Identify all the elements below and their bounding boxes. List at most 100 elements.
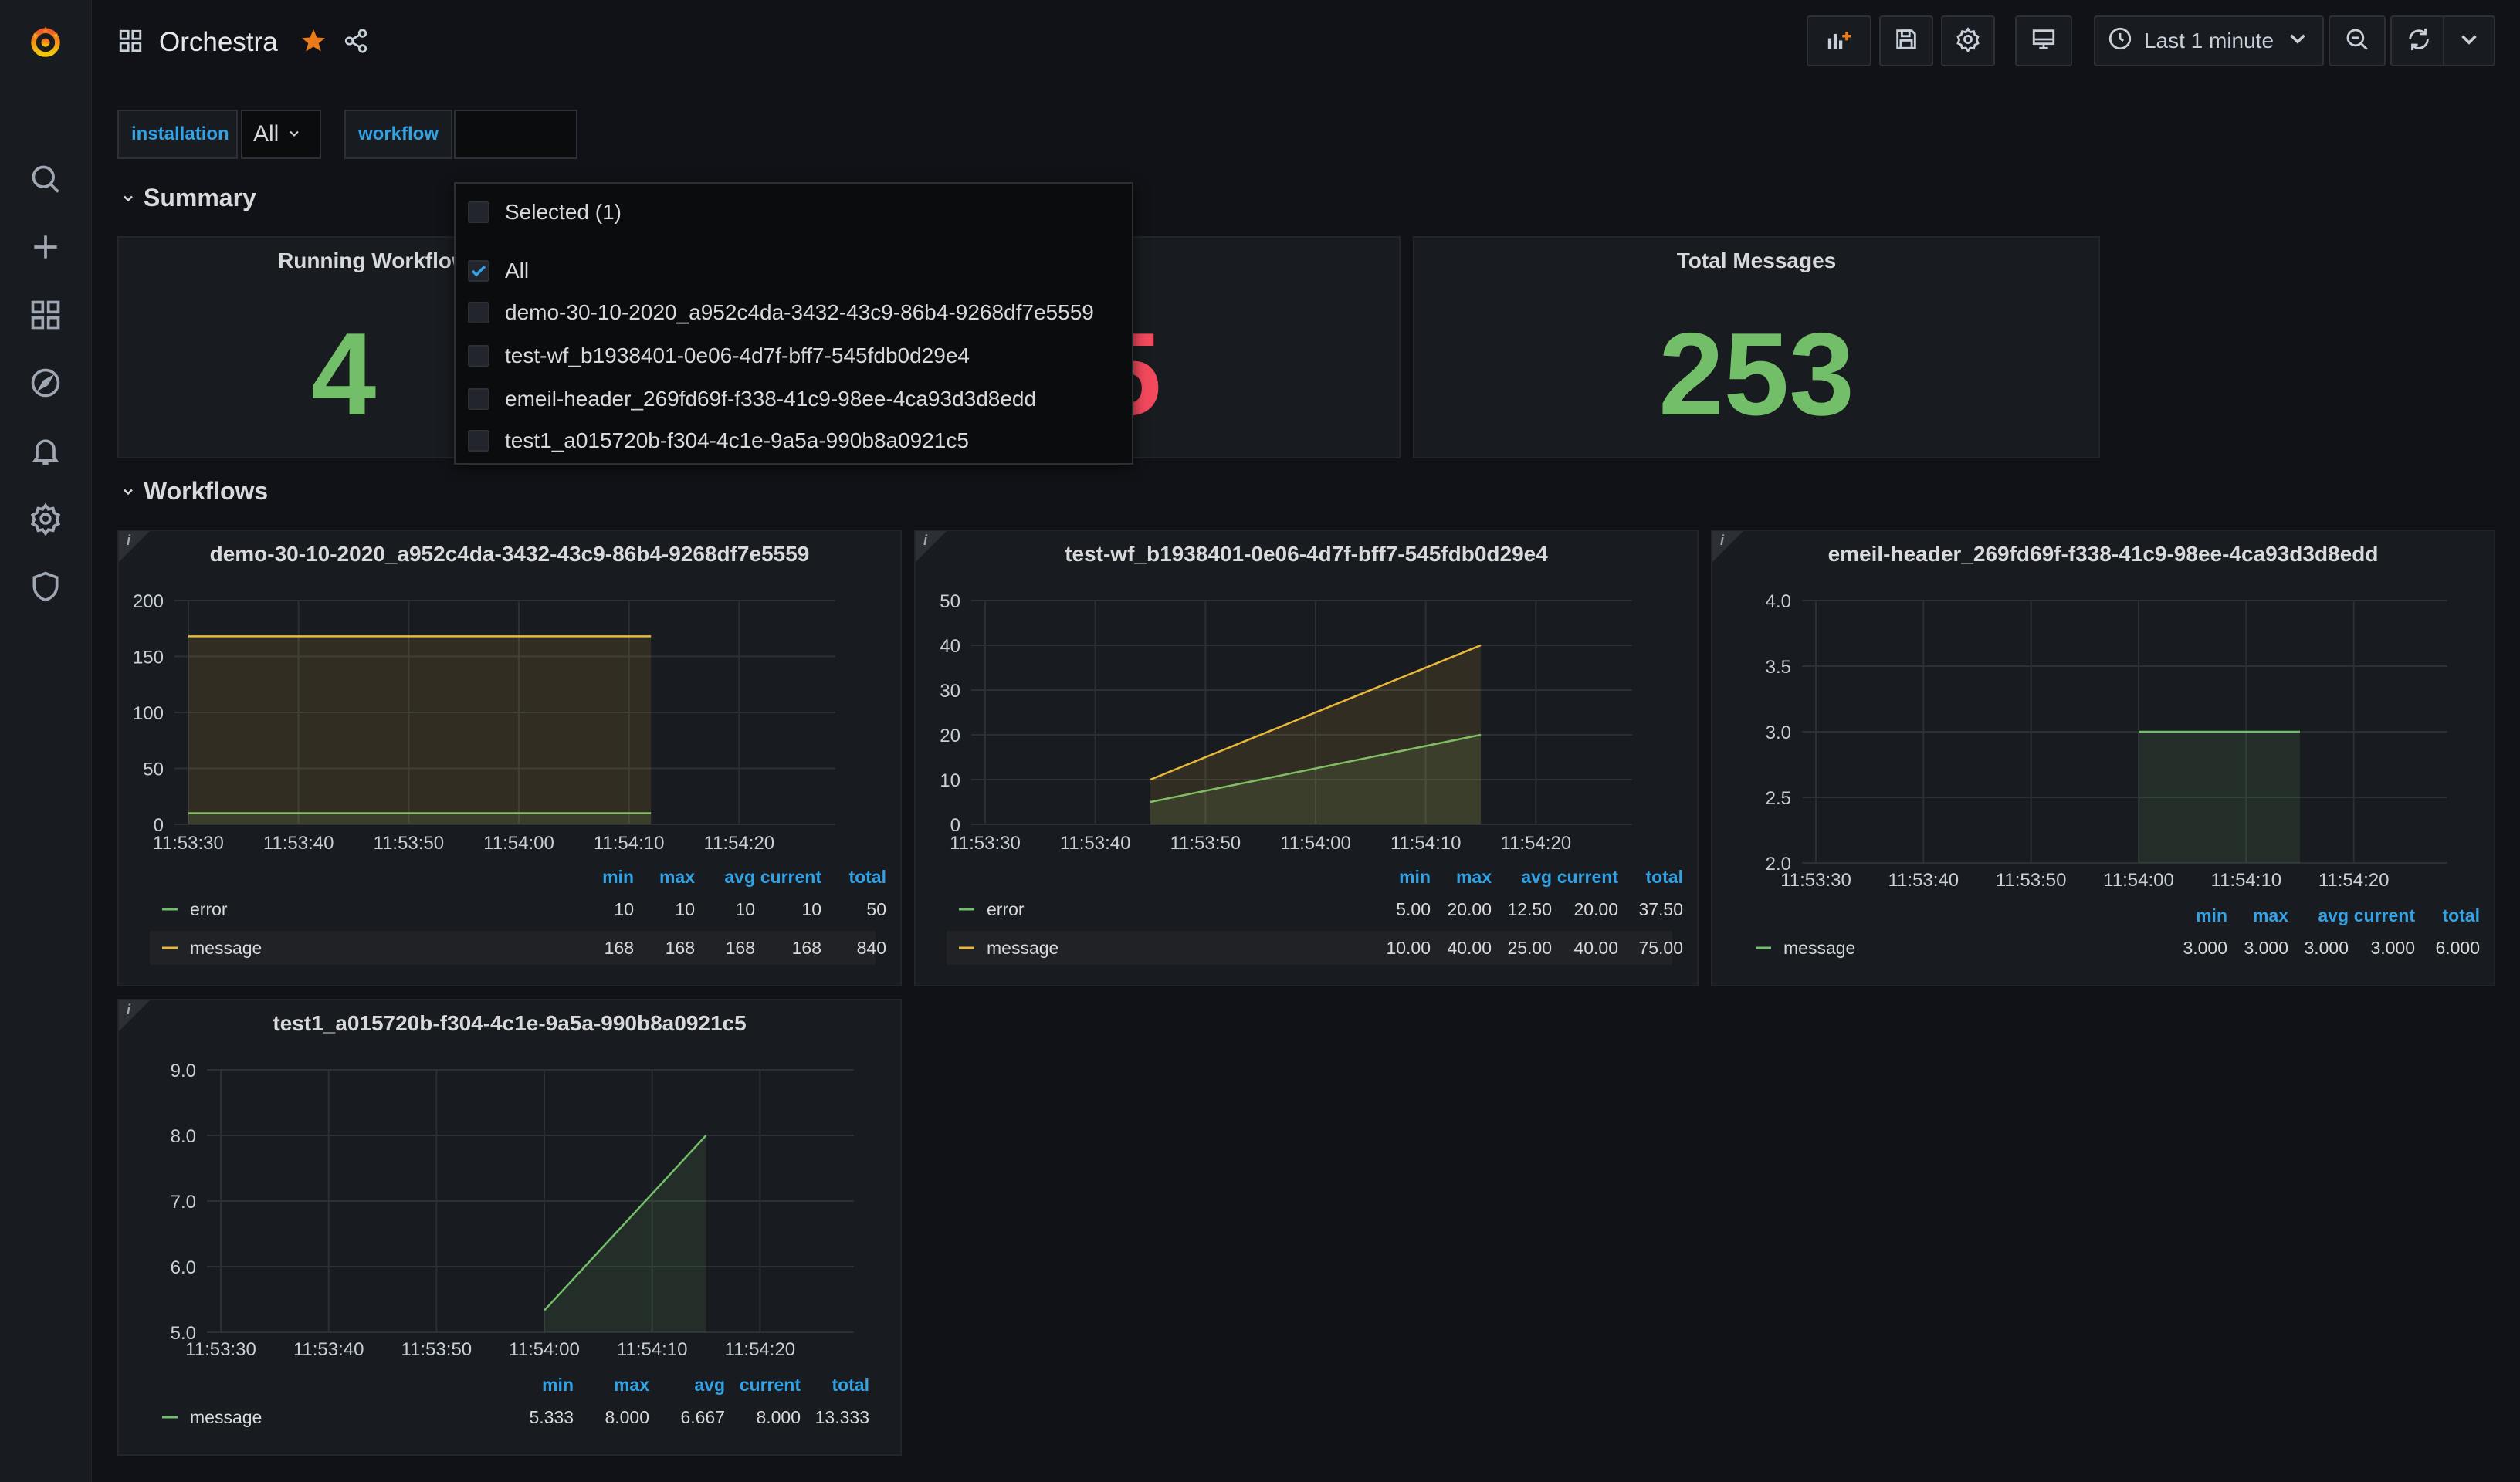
- x-tick-label: 11:54:00: [509, 1339, 580, 1360]
- explore-compass-icon[interactable]: [27, 364, 64, 401]
- workflow-variable-input[interactable]: [454, 110, 578, 159]
- x-tick-label: 11:54:20: [2318, 870, 2390, 891]
- option-label: All: [505, 259, 530, 283]
- y-tick-label: 3.5: [1766, 657, 1791, 678]
- selected-toggle[interactable]: Selected (1): [468, 193, 622, 232]
- dashboards-grid-icon[interactable]: [27, 296, 64, 333]
- series-area-error: [1150, 735, 1481, 824]
- checkbox-checked-icon: [468, 260, 489, 282]
- y-tick-label: 20: [940, 726, 960, 746]
- share-icon[interactable]: [343, 28, 369, 58]
- tv-mode-button[interactable]: [2015, 15, 2072, 66]
- panel-info-corner[interactable]: [1712, 531, 1743, 562]
- legend-value-min: 3.000: [2183, 938, 2227, 958]
- installation-variable-select[interactable]: All: [241, 110, 321, 159]
- x-tick-label: 11:53:50: [1996, 870, 2067, 891]
- chevron-down-icon: [2285, 25, 2311, 57]
- legend-value-min: 5.00: [1396, 899, 1431, 919]
- x-tick-label: 11:54:20: [1501, 833, 1572, 854]
- dropdown-option[interactable]: All: [468, 252, 529, 290]
- info-icon: i: [1720, 533, 1725, 548]
- graph-chart: 0 10 20 30 40 50 11:53:30 11:53:40 11:53:50 11:54…: [940, 591, 1683, 965]
- legend-series-name: error: [190, 899, 228, 919]
- legend-value-avg: 3.000: [2304, 938, 2349, 958]
- refresh-button[interactable]: [2390, 15, 2447, 66]
- y-tick-label: 3.0: [1766, 722, 1791, 743]
- y-tick-label: 50: [940, 591, 960, 612]
- legend-value-total: 75.00: [1638, 938, 1683, 958]
- row-summary-title: Summary: [144, 184, 256, 211]
- y-tick-label: 9.0: [171, 1061, 196, 1081]
- row-workflows[interactable]: Workflows: [120, 477, 268, 506]
- add-panel-button[interactable]: [1807, 15, 1871, 66]
- legend-value-avg: 12.50: [1507, 899, 1552, 919]
- graph-title: test1_a015720b-f304-4c1e-9a5a-990b8a0921…: [273, 1011, 747, 1035]
- option-label: test1_a015720b-f304-4c1e-9a5a-990b8a0921…: [505, 428, 969, 452]
- legend-header-max: max: [1456, 867, 1492, 887]
- series-line-message: [544, 1135, 707, 1311]
- legend-value-current: 3.000: [2370, 938, 2415, 958]
- dropdown-option[interactable]: test1_a015720b-f304-4c1e-9a5a-990b8a0921…: [468, 421, 969, 460]
- option-label: demo-30-10-2020_a952c4da-3432-43c9-86b4-…: [505, 300, 1094, 324]
- legend-header-current: current: [2354, 905, 2416, 925]
- create-plus-icon[interactable]: [27, 228, 64, 266]
- panel-info-corner[interactable]: [916, 531, 947, 562]
- legend-value-current: 10: [801, 899, 821, 919]
- dropdown-option[interactable]: emeil-header_269fd69f-f338-41c9-98ee-4ca…: [468, 380, 1036, 418]
- panel-info-corner[interactable]: [119, 531, 150, 562]
- y-tick-label: 30: [940, 681, 960, 702]
- x-tick-label: 11:53:40: [293, 1339, 364, 1360]
- dashboard-title[interactable]: Orchestra: [159, 27, 278, 57]
- clock-icon: [2107, 25, 2133, 57]
- dropdown-option[interactable]: demo-30-10-2020_a952c4da-3432-43c9-86b4-…: [468, 293, 1094, 332]
- save-dashboard-button[interactable]: [1879, 15, 1933, 66]
- workflow-variable-label: workflow: [344, 110, 452, 159]
- checkbox-icon: [468, 201, 489, 223]
- legend-value-max: 168: [666, 938, 695, 958]
- grafana-logo-icon[interactable]: [27, 23, 64, 60]
- stat-panel-total-messages[interactable]: Total Messages 253: [1413, 236, 2100, 458]
- star-favorite-icon[interactable]: [300, 27, 327, 59]
- legend-series-name: error: [987, 899, 1025, 919]
- legend-value-total: 6.000: [2435, 938, 2480, 958]
- y-tick-label: 4.0: [1766, 591, 1791, 612]
- alerting-bell-icon[interactable]: [27, 432, 64, 469]
- workflow-options-dropdown: Selected (1) All demo-30-10-2020_a952c4d…: [454, 182, 1133, 465]
- series-area-error: [188, 813, 652, 824]
- configuration-gear-icon[interactable]: [27, 500, 64, 537]
- graph-panel-emeil-header[interactable]: i emeil-header_269fd69f-f338-41c9-98ee-4…: [1711, 530, 2495, 986]
- graph-chart: 2.0 2.5 3.0 3.5 4.0 11:53:30 11:53:40 11:53:50 1…: [1756, 591, 2480, 958]
- checkbox-icon: [468, 302, 489, 323]
- stat-value: 4: [310, 309, 377, 440]
- series-area-message: [188, 636, 652, 824]
- refresh-interval-dropdown[interactable]: [2443, 15, 2495, 66]
- checkbox-icon: [468, 345, 489, 367]
- zoom-out-button[interactable]: [2329, 15, 2386, 66]
- series-area-message: [2139, 732, 2300, 863]
- x-tick-label: 11:54:20: [704, 833, 775, 854]
- dashboard-settings-button[interactable]: [1941, 15, 1995, 66]
- legend-value-current: 20.00: [1573, 899, 1618, 919]
- server-admin-shield-icon[interactable]: [27, 568, 64, 605]
- legend-value-current: 40.00: [1573, 938, 1618, 958]
- dropdown-option[interactable]: test-wf_b1938401-0e06-4d7f-bff7-545fdb0d…: [468, 337, 970, 375]
- option-label: test-wf_b1938401-0e06-4d7f-bff7-545fdb0d…: [505, 343, 970, 367]
- panel-info-corner[interactable]: [119, 1000, 150, 1031]
- y-tick-label: 100: [133, 703, 164, 724]
- legend-header-current: current: [740, 1375, 801, 1395]
- time-range-picker[interactable]: Last 1 minute: [2094, 15, 2324, 66]
- graph-panel-test-wf[interactable]: i test-wf_b1938401-0e06-4d7f-bff7-545fdb…: [914, 530, 1699, 986]
- legend-value-avg: 25.00: [1507, 938, 1552, 958]
- legend-value-current: 168: [792, 938, 821, 958]
- legend-value-avg: 6.667: [680, 1407, 725, 1427]
- search-icon[interactable]: [27, 161, 64, 198]
- y-tick-label: 6.0: [171, 1257, 196, 1278]
- graph-panel-test1[interactable]: i test1_a015720b-f304-4c1e-9a5a-990b8a09…: [117, 999, 902, 1456]
- row-summary[interactable]: Summary: [120, 184, 256, 212]
- y-tick-label: 8.0: [171, 1126, 196, 1147]
- installation-variable-label: installation: [117, 110, 238, 159]
- sidebar: [0, 0, 92, 1482]
- legend-value-min: 168: [605, 938, 634, 958]
- graph-panel-demo[interactable]: i demo-30-10-2020_a952c4da-3432-43c9-86b…: [117, 530, 902, 986]
- y-tick-label: 2.5: [1766, 788, 1791, 809]
